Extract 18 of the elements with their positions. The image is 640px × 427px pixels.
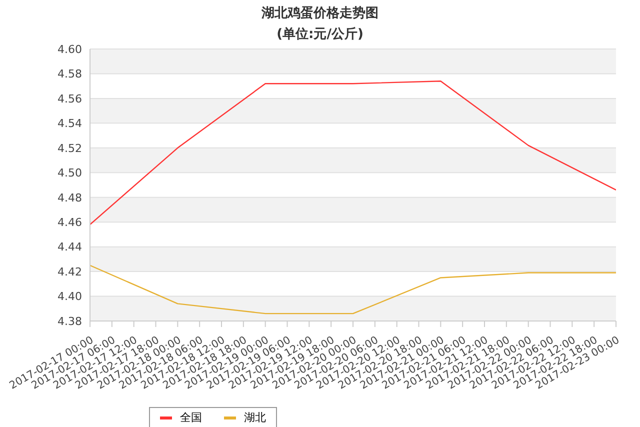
chart-subtitle: (单位:元/公斤) <box>276 26 364 43</box>
y-tick-label: 4.46 <box>58 216 82 229</box>
chart-title: 湖北鸡蛋价格走势图 <box>260 5 380 22</box>
y-tick-label: 4.44 <box>58 240 82 254</box>
legend-label: 全国 <box>180 410 202 425</box>
y-tick-label: 4.56 <box>58 92 82 106</box>
y-tick-label: 4.50 <box>58 166 82 180</box>
y-tick-label: 4.60 <box>58 42 82 56</box>
y-tick-label: 4.42 <box>58 265 82 278</box>
y-tick-label: 4.38 <box>58 314 82 328</box>
y-tick-label: 4.40 <box>58 290 82 304</box>
line-series <box>90 264 616 314</box>
line-series <box>90 80 616 226</box>
legend-label: 湖北 <box>244 410 266 425</box>
y-tick-label: 4.52 <box>58 142 82 155</box>
y-tick-label: 4.54 <box>58 117 82 130</box>
y-tick-label: 4.48 <box>58 191 82 204</box>
y-tick-label: 4.58 <box>58 68 82 81</box>
